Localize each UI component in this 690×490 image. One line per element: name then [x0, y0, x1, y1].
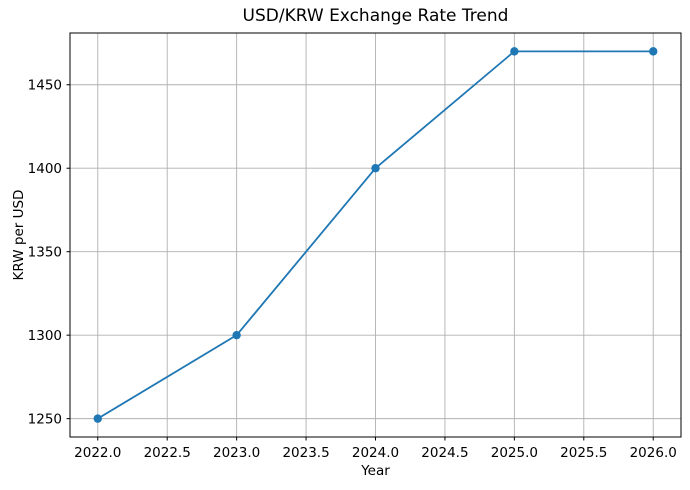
data-point-marker [371, 164, 380, 173]
data-point-marker [649, 47, 658, 56]
x-tick-label: 2025.5 [560, 445, 607, 461]
x-tick-label: 2023.5 [282, 445, 329, 461]
y-axis-label: KRW per USD [11, 189, 27, 281]
x-tick-label: 2026.0 [630, 445, 677, 461]
x-tick-label: 2024.0 [352, 445, 399, 461]
axes-frame [69, 32, 682, 438]
x-tick-label: 2022.5 [144, 445, 191, 461]
y-tick-label: 1400 [28, 161, 62, 177]
data-point-marker [510, 47, 519, 56]
data-point-marker [93, 414, 102, 423]
x-tick-label: 2023.0 [213, 445, 260, 461]
x-axis-label: Year [361, 463, 390, 479]
x-tick-label: 2024.5 [421, 445, 468, 461]
x-tick-label: 2022.0 [74, 445, 121, 461]
x-tick-label: 2025.0 [491, 445, 538, 461]
y-tick-label: 1450 [28, 78, 62, 94]
chart-title: USD/KRW Exchange Rate Trend [242, 6, 509, 26]
y-tick-label: 1350 [28, 244, 62, 260]
y-tick-label: 1250 [28, 411, 62, 427]
y-tick-label: 1300 [28, 328, 62, 344]
data-point-marker [232, 330, 241, 340]
